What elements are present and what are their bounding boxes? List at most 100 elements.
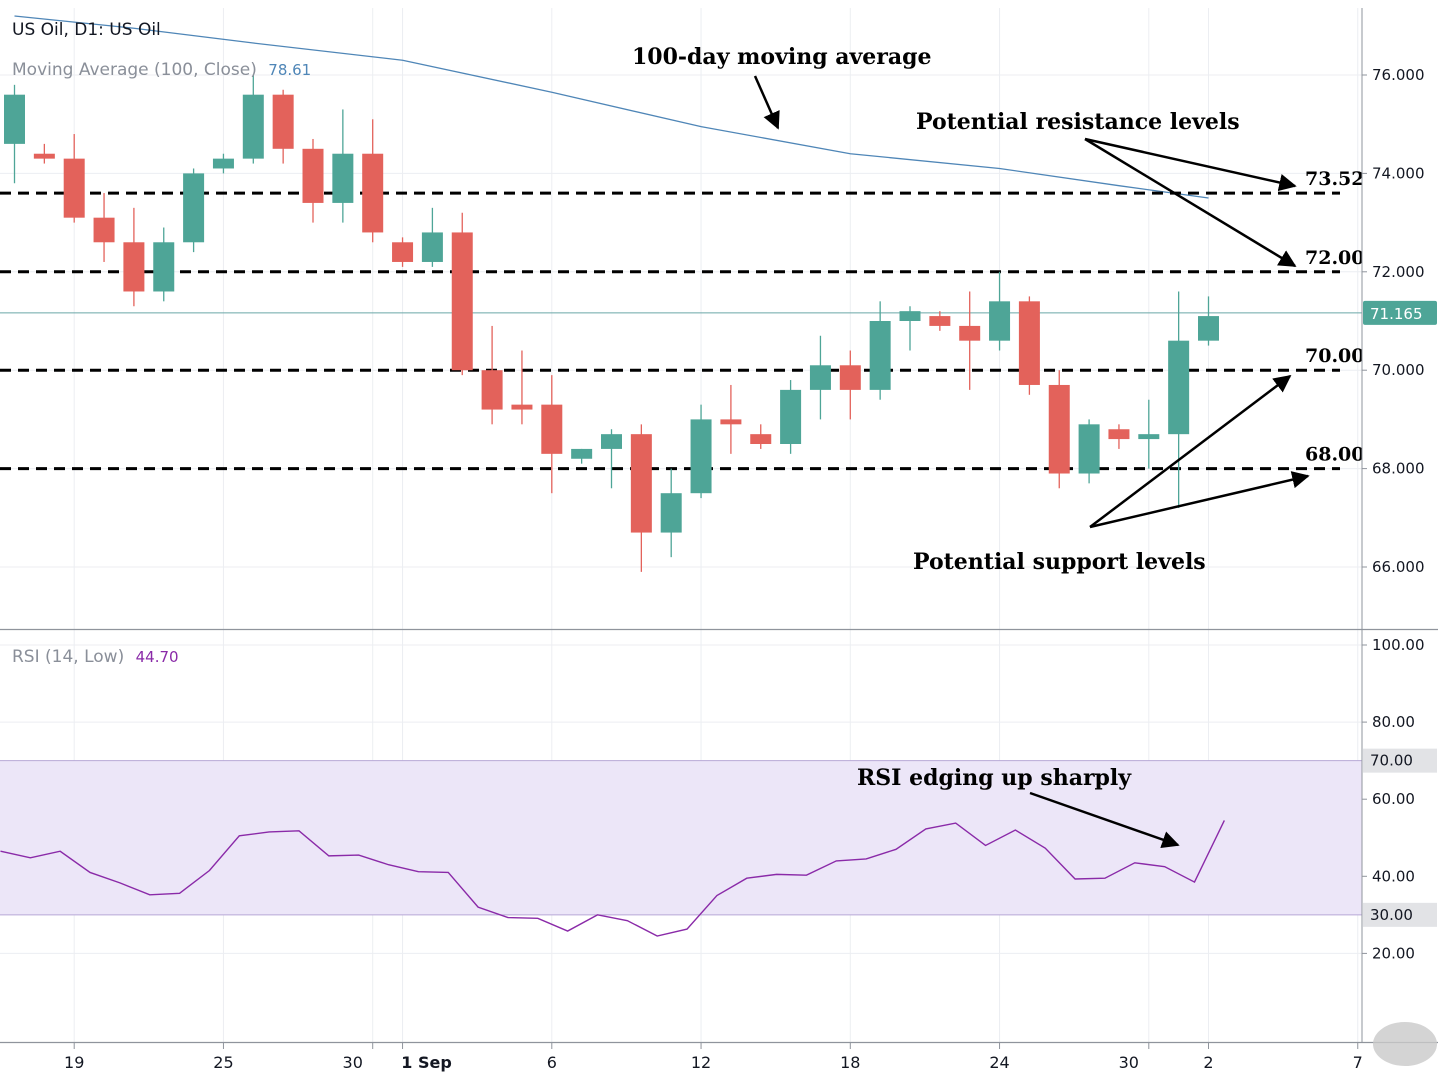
level-label-73.52: 73.52 [1305,168,1365,190]
rsi-band-group [0,760,1362,916]
resistance-annotation: Potential resistance levels [916,109,1240,135]
x-tick-label: 1 Sep [401,1053,452,1072]
candle-body [4,94,25,144]
candle-body [392,242,414,262]
rsi-tick-label: 20.00 [1372,944,1415,962]
candle-body [541,404,563,454]
candle [511,350,533,425]
candle-body [1078,424,1100,474]
price-tick-label: 70.000 [1372,361,1425,379]
candle-body [93,217,115,243]
candle-body [362,153,384,233]
candle-body [780,389,802,444]
candle [1048,370,1070,489]
candle-body [183,173,205,243]
candle-body [1198,316,1219,341]
rsi-band-label-high: 70.00 [1370,752,1413,770]
candle [929,311,951,331]
rsi-line [0,820,1225,937]
candle [451,212,473,376]
price-tick-label: 76.000 [1372,66,1425,84]
candle [4,84,25,184]
candle [362,119,384,243]
candle-body [481,370,503,410]
ma-legend-value: 78.61 [268,61,312,79]
x-tick-label: 18 [840,1053,860,1072]
rsi-band [0,760,1362,915]
candle [212,153,234,174]
candle [959,291,981,390]
candle [481,325,503,425]
resistance-arrow-2 [1084,137,1297,268]
candle-body [272,94,294,149]
candle [690,404,712,499]
candle [571,448,593,464]
candle [989,271,1011,351]
candle-body [451,232,473,371]
candle [33,143,55,164]
candle-body [511,404,533,410]
resistance-arrow-1 [1084,137,1297,192]
current-price-tag [1363,300,1437,325]
level-label-70.00: 70.00 [1305,345,1365,367]
rsi-line-group [0,820,1225,937]
candle-body [959,325,981,341]
candle [630,424,652,572]
candle [1108,424,1130,449]
annotations: 100-day moving average Potential resistan… [632,44,1310,849]
candle [780,380,802,454]
support-arrow-1 [1089,374,1292,528]
candle-body [630,434,652,533]
candle-body [899,311,921,321]
rsi-annotation: RSI edging up sharply [857,765,1132,791]
candle [183,168,205,253]
support-arrow-2 [1089,471,1310,529]
candle-body [929,316,951,326]
candle-body [33,153,55,159]
candle-body [1138,434,1160,440]
candle-body [302,148,324,203]
candle-body [660,493,682,533]
rsi-band-tag-high [1363,748,1437,773]
rsi-band-label-low: 30.00 [1370,906,1413,924]
x-tick-label: 30 [1119,1053,1139,1072]
candle [123,207,145,307]
candle-body [421,232,443,262]
candle [272,89,294,164]
candle [302,138,324,223]
candle-body [63,158,85,218]
price-tick-label: 68.000 [1372,460,1425,478]
level-label-68.00: 68.00 [1305,444,1365,466]
ma-legend-label: Moving Average (100, Close) [12,60,257,80]
level-label-72.00: 72.00 [1305,247,1365,269]
rsi-legend-value: 44.70 [135,648,179,666]
candle [1018,296,1040,395]
ma-legend: Moving Average (100, Close) 78.61 [12,60,311,80]
candle-body [1108,429,1130,440]
candle-body [212,158,234,169]
rsi-band-tag-low [1363,902,1437,927]
candle-body [1048,384,1070,474]
candle [242,75,264,164]
candle [1138,399,1160,469]
candle-body [720,419,742,425]
price-tick-label: 66.000 [1372,558,1425,576]
x-tick-label: 25 [213,1053,233,1072]
candle-body [750,434,772,444]
support-annotation: Potential support levels [913,549,1206,575]
x-tick-label: 2 [1203,1053,1213,1072]
candle-body [690,419,712,494]
candle [809,335,831,420]
candle [1078,419,1100,484]
candle [720,384,742,454]
candle-body [242,94,264,159]
candle [63,134,85,223]
candle-body [332,153,354,203]
ma-annotation-arrow [753,75,780,130]
ma-annotation: 100-day moving average [632,44,932,70]
candle-body [123,242,145,292]
moving-average-group [14,15,1209,199]
candle-body [601,434,622,449]
price-tick-label: 74.000 [1372,164,1425,182]
